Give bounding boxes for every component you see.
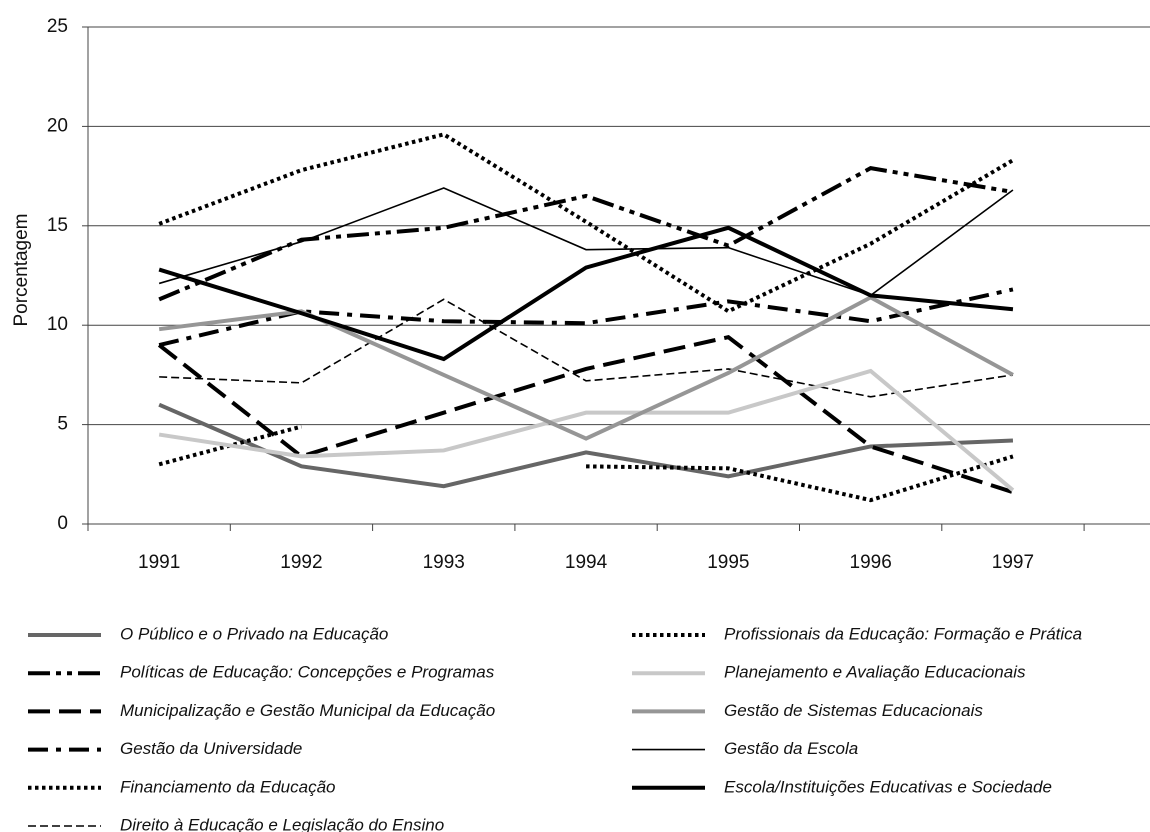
series-line xyxy=(158,187,1014,297)
legend-label: Direito à Educação e Legislação do Ensin… xyxy=(120,815,444,832)
x-tick-label: 1997 xyxy=(992,552,1034,573)
legend-label: Escola/Instituições Educativas e Socieda… xyxy=(724,777,1052,796)
x-tick-label: 1992 xyxy=(280,552,322,573)
legend-label: Gestão da Escola xyxy=(724,739,858,758)
legend-label: Municipalização e Gestão Municipal da Ed… xyxy=(120,701,495,720)
series-line xyxy=(158,132,1014,314)
legend-label: Gestão de Sistemas Educacionais xyxy=(724,701,983,720)
series-line xyxy=(158,225,1014,362)
series-line xyxy=(586,454,1014,503)
y-tick-label: 20 xyxy=(47,115,68,136)
legend-label: Profissionais da Educação: Formação e Pr… xyxy=(724,624,1082,643)
legend-label: Políticas de Educação: Concepções e Prog… xyxy=(120,663,495,682)
x-tick-label: 1994 xyxy=(565,552,608,573)
x-tick-label: 1996 xyxy=(850,552,892,573)
y-tick-label: 25 xyxy=(47,16,68,37)
series-line xyxy=(158,402,1014,489)
y-tick-label: 5 xyxy=(57,414,68,435)
series-line xyxy=(158,166,1014,302)
series-line xyxy=(158,368,1015,492)
y-axis-label: Porcentagem xyxy=(11,213,32,326)
legend-label: Gestão da Universidade xyxy=(120,739,302,758)
series-line xyxy=(157,334,1014,495)
legend-label: Planejamento e Avaliação Educacionais xyxy=(724,663,1026,682)
x-tick-label: 1995 xyxy=(707,552,749,573)
y-tick-label: 10 xyxy=(47,314,68,335)
x-tick-label: 1993 xyxy=(423,552,465,573)
legend-label: O Público e o Privado na Educação xyxy=(120,624,388,643)
y-tick-label: 15 xyxy=(47,215,68,236)
x-tick-label: 1991 xyxy=(138,552,180,573)
series-line xyxy=(159,298,1014,398)
y-tick-label: 0 xyxy=(57,513,68,534)
legend-label: Financiamento da Educação xyxy=(120,777,335,796)
